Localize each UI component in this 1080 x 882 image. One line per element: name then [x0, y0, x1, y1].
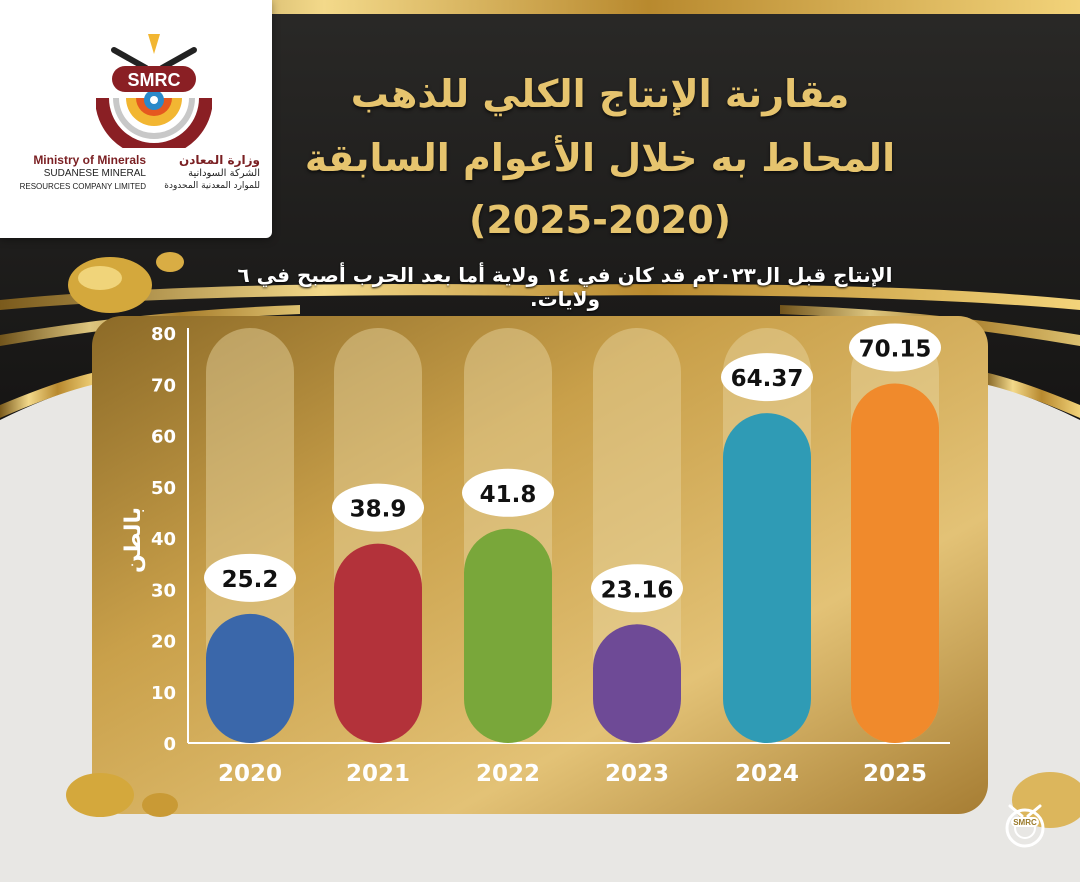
data-label: 23.16	[601, 577, 674, 603]
x-tick-label: 2020	[218, 761, 282, 787]
x-tick-label: 2024	[735, 761, 799, 787]
y-tick-label: 40	[151, 529, 176, 550]
data-label-bubble	[849, 323, 941, 372]
corner-logo-icon: SMRC	[1005, 804, 1045, 848]
data-label-bubble	[591, 564, 683, 613]
bar	[851, 383, 939, 743]
bar	[206, 613, 294, 743]
bar	[334, 543, 422, 743]
smrc-logo-icon	[96, 34, 212, 148]
bar	[464, 528, 552, 743]
y-tick-label: 0	[163, 734, 176, 755]
data-label-bubble	[332, 483, 424, 532]
x-tick-label: 2022	[476, 761, 540, 787]
logo-ar-line1: وزارة المعادن	[179, 153, 260, 167]
logo-english-text: Ministry of Minerals SUDANESE MINERAL RE…	[18, 154, 146, 193]
logo-ar-line3: للموارد المعدنية المحدودة	[164, 181, 260, 191]
title-line3: (2025-2020)	[468, 198, 732, 242]
data-label: 70.15	[859, 336, 932, 362]
data-label: 38.9	[350, 497, 407, 523]
logo-arabic-text: وزارة المعادن الشركة السودانية للموارد ا…	[152, 154, 260, 193]
data-label-bubble	[721, 353, 813, 402]
logo-ar-line2: الشركة السودانية	[188, 168, 260, 179]
y-tick-label: 20	[151, 632, 176, 653]
y-tick-label: 30	[151, 580, 176, 601]
bar	[723, 413, 811, 743]
logo-acronym-text: SMRC	[128, 70, 181, 90]
data-label-bubble	[204, 553, 296, 602]
logo-card: SMRC Ministry of Minerals SUDANESE MINER…	[0, 0, 272, 238]
chart-subtitle: الإنتاج قبل ال٢٠٢٣م قد كان في ١٤ ولاية أ…	[237, 263, 893, 311]
y-tick-label: 70	[151, 375, 176, 396]
logo-en-line2: SUDANESE MINERAL	[43, 168, 146, 179]
data-label-bubble	[462, 468, 554, 517]
bar	[593, 624, 681, 743]
data-label: 41.8	[480, 482, 537, 508]
y-axis-label: بالطن	[121, 507, 146, 573]
x-tick-label: 2023	[605, 761, 669, 787]
chart-title: مقارنة الإنتاج الكلي للذهب المحاط به خلا…	[300, 72, 900, 242]
corner-logo-acronym-text: SMRC	[1013, 818, 1037, 827]
logo-en-line1: Ministry of Minerals	[33, 153, 146, 167]
data-label: 64.37	[731, 366, 804, 392]
title-line2: المحاط به خلال الأعوام السابقة	[304, 136, 896, 180]
y-tick-label: 60	[151, 427, 176, 448]
y-tick-label: 50	[151, 478, 176, 499]
x-tick-label: 2021	[346, 761, 410, 787]
y-tick-label: 10	[151, 683, 176, 704]
y-tick-label: 80	[151, 324, 176, 345]
x-tick-label: 2025	[863, 761, 927, 787]
logo-acronym: SMRC	[128, 70, 181, 90]
logo-en-line3: RESOURCES COMPANY LIMITED	[19, 182, 146, 191]
title-line1: مقارنة الإنتاج الكلي للذهب	[350, 72, 850, 116]
data-label: 25.2	[222, 567, 279, 593]
